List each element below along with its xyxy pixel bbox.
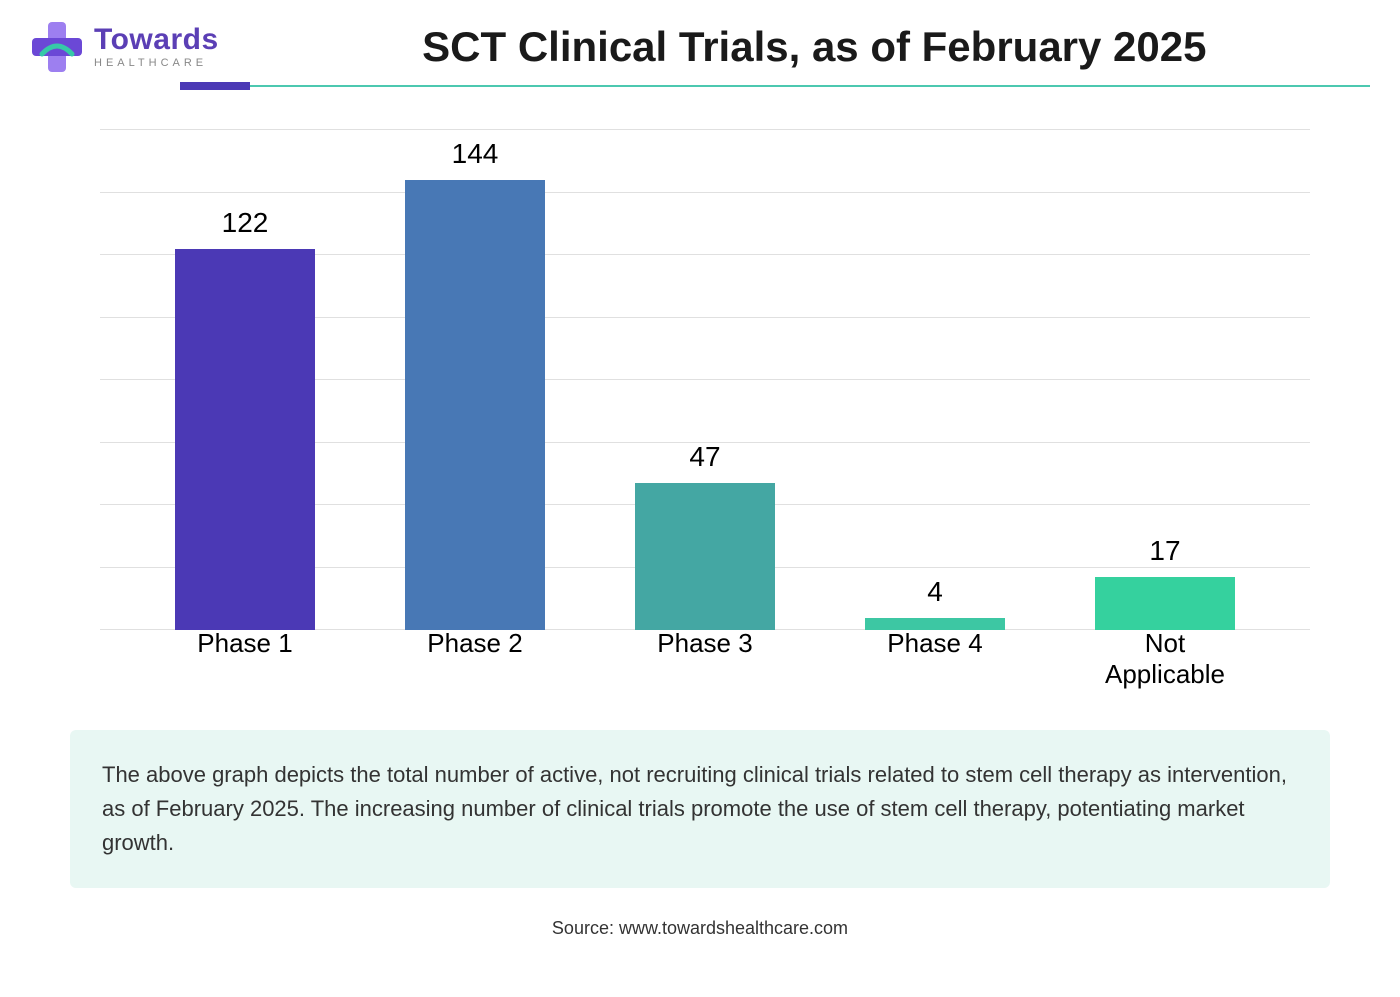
header: Towards HEALTHCARE SCT Clinical Trials, … xyxy=(30,20,1370,74)
bar-value-label: 144 xyxy=(452,138,499,170)
divider-line xyxy=(250,85,1370,87)
bar-value-label: 122 xyxy=(222,207,269,239)
logo-mark-icon xyxy=(30,20,84,74)
bar xyxy=(175,249,315,630)
bar xyxy=(635,483,775,630)
logo-text: Towards HEALTHCARE xyxy=(94,25,219,69)
caption-text: The above graph depicts the total number… xyxy=(102,762,1287,855)
x-axis-label: Phase 3 xyxy=(635,628,775,690)
brand-logo: Towards HEALTHCARE xyxy=(30,20,219,74)
brand-tagline: HEALTHCARE xyxy=(94,58,219,69)
bar-group: 47 xyxy=(635,441,775,630)
bar-group: 122 xyxy=(175,207,315,630)
divider-accent xyxy=(180,82,250,90)
bar-group: 4 xyxy=(865,576,1005,631)
chart-title: SCT Clinical Trials, as of February 2025 xyxy=(259,23,1370,71)
bar-group: 144 xyxy=(405,138,545,630)
bar-value-label: 4 xyxy=(927,576,943,608)
caption-box: The above graph depicts the total number… xyxy=(70,730,1330,888)
bar-group: 17 xyxy=(1095,535,1235,630)
title-divider xyxy=(180,82,1370,90)
x-axis-label: Not Applicable xyxy=(1095,628,1235,690)
bar-value-label: 17 xyxy=(1149,535,1180,567)
bar xyxy=(1095,577,1235,630)
x-axis-label: Phase 1 xyxy=(175,628,315,690)
x-axis-label: Phase 4 xyxy=(865,628,1005,690)
brand-name: Towards xyxy=(94,25,219,55)
x-axis-label: Phase 2 xyxy=(405,628,545,690)
x-axis-labels: Phase 1 Phase 2 Phase 3 Phase 4 Not Applicab… xyxy=(100,628,1310,690)
bar-chart: 122 144 47 4 17 Phase 1 Phase 2 Phase 3 Phase 4… xyxy=(100,130,1310,690)
bars-container: 122 144 47 4 17 xyxy=(100,130,1310,630)
bar xyxy=(405,180,545,630)
bar-value-label: 47 xyxy=(689,441,720,473)
source-attribution: Source: www.towardshealthcare.com xyxy=(30,918,1370,939)
